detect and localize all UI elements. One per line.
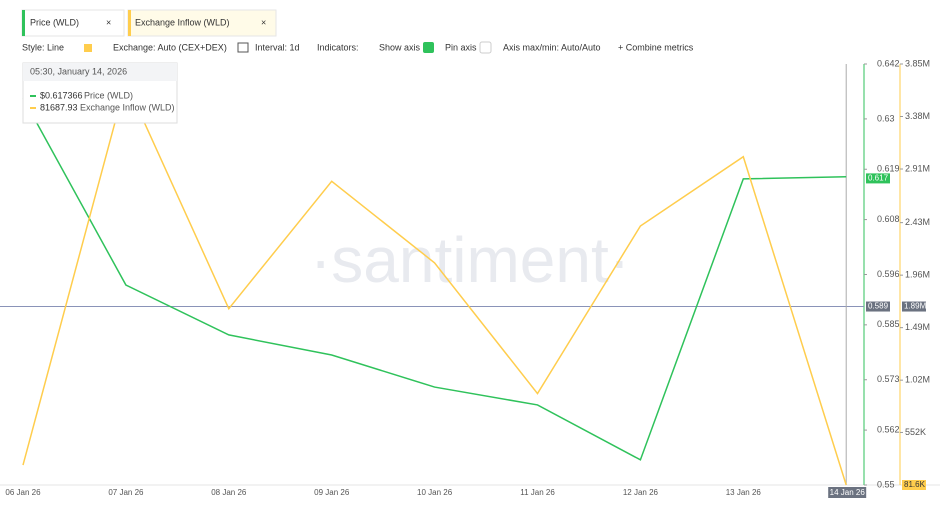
y2-tick-label: 2.43M: [905, 217, 930, 227]
x-tick-label: 14 Jan 26: [830, 488, 866, 497]
y-tick-label: 0.63: [877, 113, 895, 123]
style-select[interactable]: Style: Line: [22, 42, 64, 52]
x-tick-label: 08 Jan 26: [211, 488, 247, 497]
x-tick-label: 12 Jan 26: [623, 488, 659, 497]
y-tick-label: 0.608: [877, 214, 900, 224]
y2-tick-label: 3.38M: [905, 111, 930, 121]
plot: 0.642 0.63 0.619 0.608 0.596 0.585 0.573 0.562 0…: [0, 58, 940, 498]
last-inflow-badge: [902, 480, 926, 490]
exchange-select[interactable]: Exchange: Auto (CEX+DEX): [113, 42, 227, 52]
y2-tick-label: 1.02M: [905, 375, 930, 385]
y-tick-label: 0.55: [877, 479, 895, 489]
calendar-icon: [237, 42, 249, 53]
y-tick-label: 0.573: [877, 374, 900, 384]
crosshair-badge: [902, 301, 926, 312]
last-inflow-label: 81.6K: [904, 480, 926, 489]
crosshair-date-box: [828, 487, 867, 498]
y-tick-label: 0.585: [877, 319, 900, 329]
x-tick-label: 09 Jan 26: [314, 488, 350, 497]
interval-select[interactable]: Interval: 1d: [255, 42, 300, 52]
close-button[interactable]: ×: [106, 17, 111, 27]
y-tick-label: 0.642: [877, 58, 900, 68]
x-tick-label: 10 Jan 26: [417, 488, 453, 497]
y-tick-label: 0.562: [877, 424, 900, 434]
x-tick-label: 06 Jan 26: [5, 488, 41, 497]
inflow-tab-accent: [128, 10, 131, 36]
inflow-tab-label: Exchange Inflow (WLD): [135, 17, 230, 27]
x-tick-label: 13 Jan 26: [726, 488, 762, 497]
crosshair-label: 0.589: [868, 302, 889, 311]
indicators-select[interactable]: Indicators:: [317, 42, 359, 52]
price-tab-accent: [22, 10, 25, 36]
y-tick-label: 0.619: [877, 164, 900, 174]
tooltip-time: 05:30, January 14, 2026: [30, 66, 127, 76]
x-tick-label: 11 Jan 26: [520, 488, 555, 497]
tooltip-value: 81687.93: [40, 102, 78, 112]
axis-maxmin-select[interactable]: Axis max/min: Auto/Auto: [503, 42, 601, 52]
price-tab-label: Price (WLD): [30, 17, 79, 27]
crosshair-badge: [866, 301, 890, 312]
tooltip-value: $0.617366: [40, 90, 83, 100]
crosshair-label: 1.89M: [904, 302, 927, 311]
y2-tick-label: 1.49M: [905, 322, 930, 332]
watermark: ·santiment·: [310, 224, 630, 296]
y2-tick-label: 3.85M: [905, 58, 930, 68]
last-price-badge: [866, 173, 890, 184]
tooltip-name: Price (WLD): [84, 90, 133, 100]
color-swatch[interactable]: [84, 44, 92, 52]
tooltip-header: [23, 63, 177, 81]
pin-axis-checkbox[interactable]: [479, 41, 492, 54]
y2-tick-label: 552K: [905, 427, 926, 437]
y2-tick-label: 1.96M: [905, 270, 930, 280]
combine-metrics[interactable]: + Combine metrics: [618, 42, 694, 52]
series-line: [22, 79, 847, 486]
show-axis-label: Show axis: [379, 42, 421, 52]
close-button[interactable]: ×: [261, 17, 266, 27]
inflow-tab[interactable]: [127, 9, 277, 37]
show-axis-checkbox[interactable]: [423, 42, 434, 53]
series-line: [22, 97, 847, 461]
last-price-label: 0.617: [868, 174, 889, 183]
tooltip-name: Exchange Inflow (WLD): [80, 102, 175, 112]
y-tick-label: 0.596: [877, 269, 900, 279]
pin-axis-label: Pin axis: [445, 42, 477, 52]
x-tick-label: 07 Jan 26: [108, 488, 144, 497]
y2-tick-label: 2.91M: [905, 163, 930, 173]
